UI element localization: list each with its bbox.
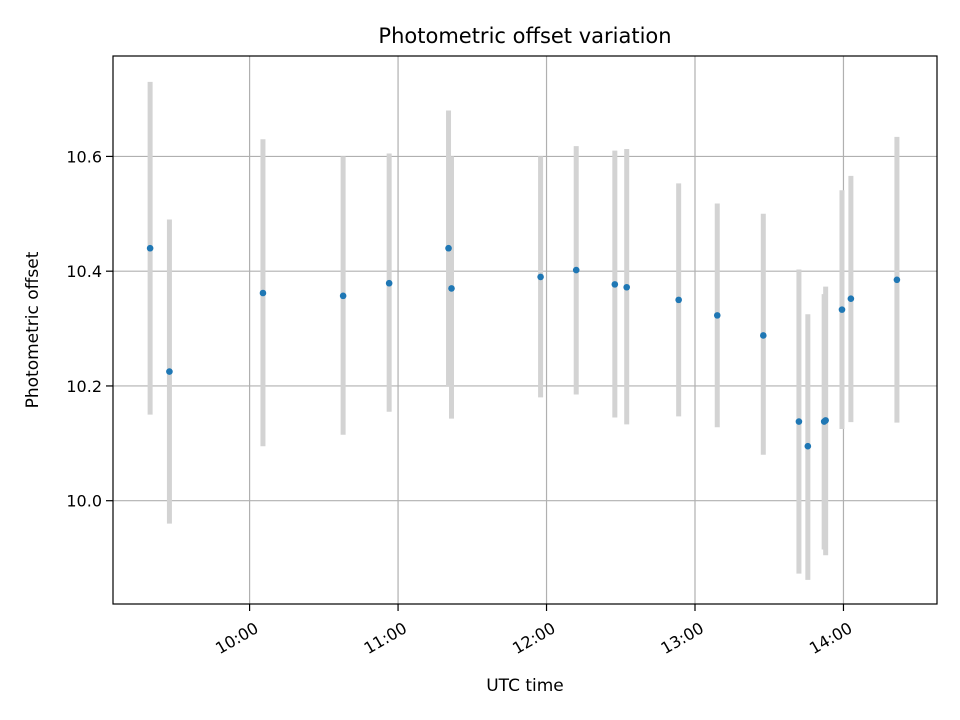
y-tick-label: 10.4 <box>66 262 102 281</box>
data-point <box>146 244 154 252</box>
data-point <box>623 283 631 291</box>
data-point <box>259 289 267 297</box>
plot-area <box>113 56 937 604</box>
data-point <box>893 276 901 284</box>
data-point <box>759 332 767 339</box>
x-axis-label: UTC time <box>486 676 564 696</box>
data-point <box>537 273 544 281</box>
data-point <box>713 312 721 319</box>
data-point <box>822 417 829 424</box>
data-point <box>804 442 812 450</box>
y-tick-label: 10.0 <box>66 492 102 511</box>
plot-frame <box>112 55 938 605</box>
data-point <box>847 295 855 303</box>
data-point <box>385 279 393 287</box>
data-point <box>675 296 682 304</box>
chart-title: Photometric offset variation <box>378 24 671 48</box>
data-point <box>795 418 803 425</box>
y-axis-ticks: 10.0 10.2 10.4 10.6 <box>66 147 113 511</box>
data-point <box>166 368 173 375</box>
data-point <box>572 266 580 274</box>
data-point <box>339 292 347 300</box>
data-point <box>445 244 452 252</box>
y-tick-label: 10.6 <box>66 147 102 166</box>
data-point <box>611 281 619 288</box>
y-tick-label: 10.2 <box>66 377 102 396</box>
data-point <box>448 285 455 292</box>
data-points <box>146 244 901 450</box>
data-point <box>838 306 846 313</box>
y-axis-label: Photometric offset <box>23 251 43 408</box>
